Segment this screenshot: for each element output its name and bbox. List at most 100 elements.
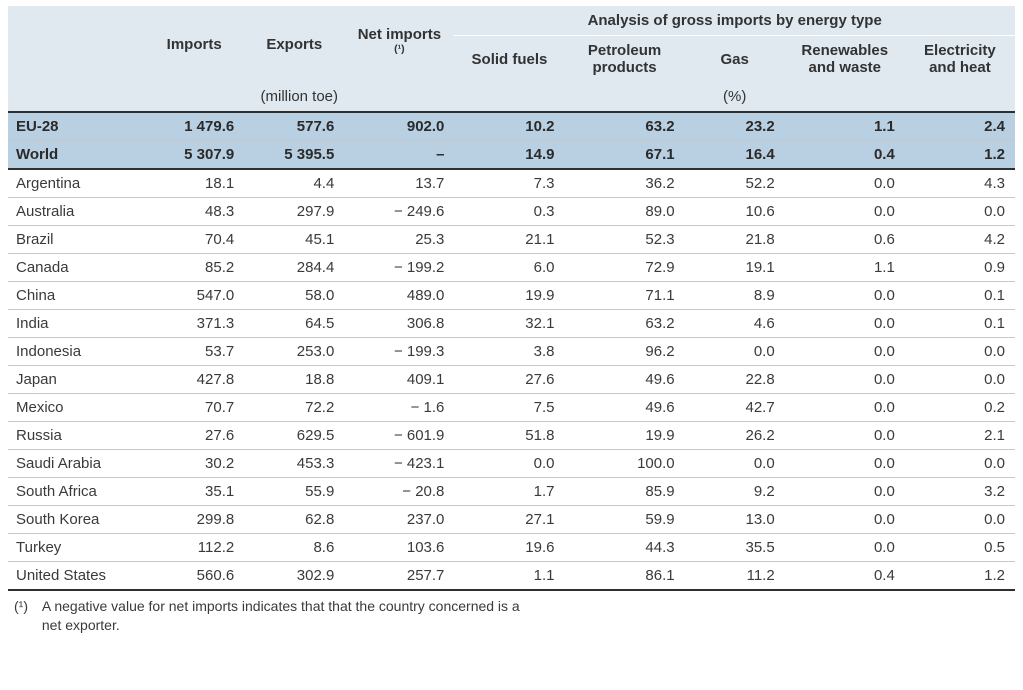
- header-renewables: Renewables and waste: [785, 36, 905, 83]
- cell-net: − 423.1: [344, 450, 454, 478]
- cell-petro: 71.1: [565, 282, 685, 310]
- cell-exports: 284.4: [244, 254, 344, 282]
- table-row: Japan427.818.8409.127.649.622.80.00.0: [8, 366, 1015, 394]
- cell-gas: 8.9: [685, 282, 785, 310]
- cell-gas: 11.2: [685, 562, 785, 591]
- row-label: Saudi Arabia: [8, 450, 144, 478]
- cell-exports: 577.6: [244, 112, 344, 141]
- cell-renew: 0.0: [785, 310, 905, 338]
- row-label: Mexico: [8, 394, 144, 422]
- cell-solid: 51.8: [454, 422, 564, 450]
- cell-renew: 0.4: [785, 562, 905, 591]
- cell-elec: 1.2: [905, 562, 1015, 591]
- cell-exports: 302.9: [244, 562, 344, 591]
- cell-solid: 27.6: [454, 366, 564, 394]
- header-analysis-group: Analysis of gross imports by energy type: [454, 6, 1015, 36]
- header-unit-right: (%): [454, 82, 1015, 112]
- cell-imports: 299.8: [144, 506, 244, 534]
- header-unit-left: (million toe): [144, 82, 454, 112]
- table-row: Indonesia53.7253.0− 199.33.896.20.00.00.…: [8, 338, 1015, 366]
- cell-net: –: [344, 141, 454, 170]
- cell-elec: 0.0: [905, 450, 1015, 478]
- cell-petro: 85.9: [565, 478, 685, 506]
- cell-petro: 59.9: [565, 506, 685, 534]
- cell-imports: 18.1: [144, 169, 244, 198]
- cell-petro: 49.6: [565, 366, 685, 394]
- cell-net: 103.6: [344, 534, 454, 562]
- cell-elec: 0.5: [905, 534, 1015, 562]
- cell-exports: 297.9: [244, 198, 344, 226]
- cell-petro: 63.2: [565, 310, 685, 338]
- cell-imports: 427.8: [144, 366, 244, 394]
- table-row: Canada85.2284.4− 199.26.072.919.11.10.9: [8, 254, 1015, 282]
- row-label: Russia: [8, 422, 144, 450]
- cell-solid: 10.2: [454, 112, 564, 141]
- cell-exports: 55.9: [244, 478, 344, 506]
- cell-imports: 1 479.6: [144, 112, 244, 141]
- table-row: EU-281 479.6577.6902.010.263.223.21.12.4: [8, 112, 1015, 141]
- header-exports: Exports: [244, 6, 344, 82]
- cell-petro: 72.9: [565, 254, 685, 282]
- cell-exports: 62.8: [244, 506, 344, 534]
- cell-elec: 0.0: [905, 338, 1015, 366]
- table-row: South Korea299.862.8237.027.159.913.00.0…: [8, 506, 1015, 534]
- cell-imports: 27.6: [144, 422, 244, 450]
- cell-petro: 89.0: [565, 198, 685, 226]
- cell-renew: 0.0: [785, 450, 905, 478]
- cell-elec: 2.1: [905, 422, 1015, 450]
- cell-net: 13.7: [344, 169, 454, 198]
- cell-elec: 0.0: [905, 198, 1015, 226]
- cell-gas: 16.4: [685, 141, 785, 170]
- cell-renew: 0.0: [785, 478, 905, 506]
- table-row: Argentina18.14.413.77.336.252.20.04.3: [8, 169, 1015, 198]
- cell-net: 409.1: [344, 366, 454, 394]
- table-row: South Africa35.155.9− 20.81.785.99.20.03…: [8, 478, 1015, 506]
- cell-solid: 3.8: [454, 338, 564, 366]
- header-net-imports-label: Net imports: [358, 26, 441, 43]
- cell-renew: 0.0: [785, 366, 905, 394]
- cell-imports: 560.6: [144, 562, 244, 591]
- table-row: United States560.6302.9257.71.186.111.20…: [8, 562, 1015, 591]
- cell-gas: 26.2: [685, 422, 785, 450]
- cell-net: 489.0: [344, 282, 454, 310]
- cell-petro: 19.9: [565, 422, 685, 450]
- row-label: South Korea: [8, 506, 144, 534]
- cell-imports: 5 307.9: [144, 141, 244, 170]
- cell-gas: 0.0: [685, 338, 785, 366]
- cell-imports: 70.7: [144, 394, 244, 422]
- footnote: (¹) A negative value for net imports ind…: [8, 591, 534, 635]
- cell-imports: 35.1: [144, 478, 244, 506]
- table-row: Mexico70.772.2− 1.67.549.642.70.00.2: [8, 394, 1015, 422]
- cell-net: 237.0: [344, 506, 454, 534]
- table-row: World5 307.95 395.5–14.967.116.40.41.2: [8, 141, 1015, 170]
- row-label: Canada: [8, 254, 144, 282]
- cell-net: 902.0: [344, 112, 454, 141]
- cell-net: − 20.8: [344, 478, 454, 506]
- cell-petro: 86.1: [565, 562, 685, 591]
- cell-gas: 35.5: [685, 534, 785, 562]
- cell-solid: 27.1: [454, 506, 564, 534]
- cell-elec: 4.3: [905, 169, 1015, 198]
- cell-solid: 32.1: [454, 310, 564, 338]
- row-label: China: [8, 282, 144, 310]
- table-container: Imports Exports Net imports (¹) Analysis…: [0, 0, 1023, 645]
- cell-solid: 0.0: [454, 450, 564, 478]
- cell-exports: 45.1: [244, 226, 344, 254]
- cell-gas: 9.2: [685, 478, 785, 506]
- cell-petro: 96.2: [565, 338, 685, 366]
- cell-petro: 44.3: [565, 534, 685, 562]
- cell-elec: 2.4: [905, 112, 1015, 141]
- cell-solid: 21.1: [454, 226, 564, 254]
- cell-solid: 1.1: [454, 562, 564, 591]
- table-row: Saudi Arabia30.2453.3− 423.10.0100.00.00…: [8, 450, 1015, 478]
- cell-net: − 601.9: [344, 422, 454, 450]
- cell-renew: 0.0: [785, 506, 905, 534]
- cell-elec: 0.0: [905, 506, 1015, 534]
- cell-petro: 49.6: [565, 394, 685, 422]
- cell-renew: 1.1: [785, 254, 905, 282]
- cell-gas: 42.7: [685, 394, 785, 422]
- table-row: Russia27.6629.5− 601.951.819.926.20.02.1: [8, 422, 1015, 450]
- cell-gas: 23.2: [685, 112, 785, 141]
- cell-gas: 52.2: [685, 169, 785, 198]
- cell-imports: 112.2: [144, 534, 244, 562]
